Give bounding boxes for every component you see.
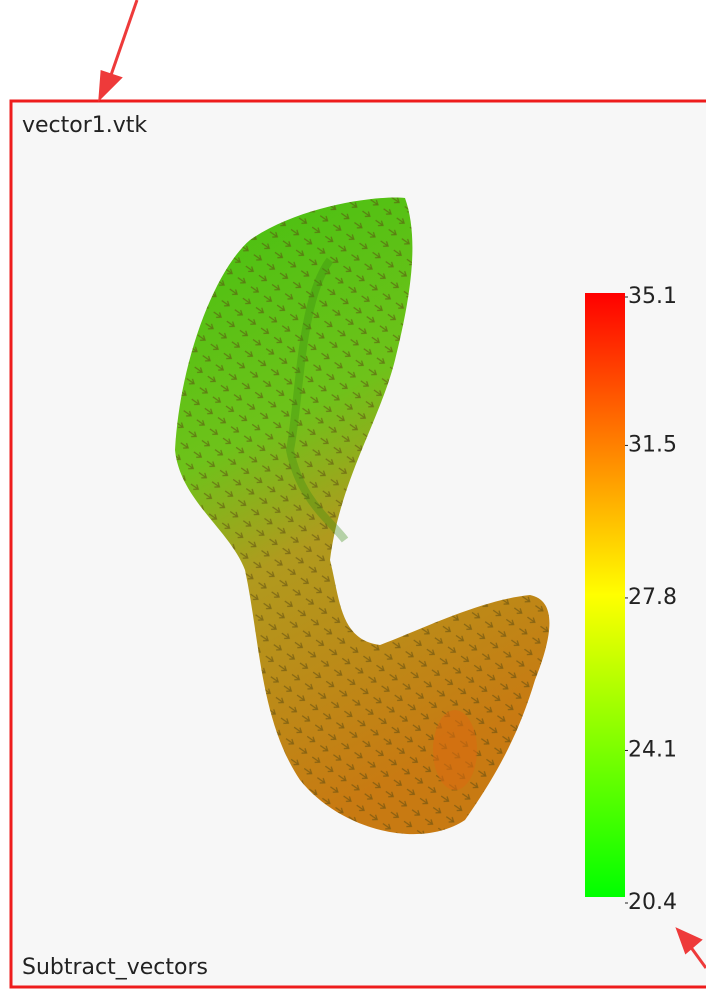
viewport-footer: Subtract_vectors	[22, 955, 208, 980]
colorbar	[585, 293, 625, 897]
tick-label: 35.1	[628, 284, 677, 309]
screenshot: vector1.vtk Subtract_vectors 35.1 31.5 27.…	[0, 0, 706, 993]
tick-label: 20.4	[628, 890, 677, 915]
tick-label: 31.5	[628, 432, 677, 457]
tick-label: 24.1	[628, 737, 677, 762]
viewport-title: vector1.vtk	[22, 113, 147, 138]
tick-label: 27.8	[628, 585, 677, 610]
